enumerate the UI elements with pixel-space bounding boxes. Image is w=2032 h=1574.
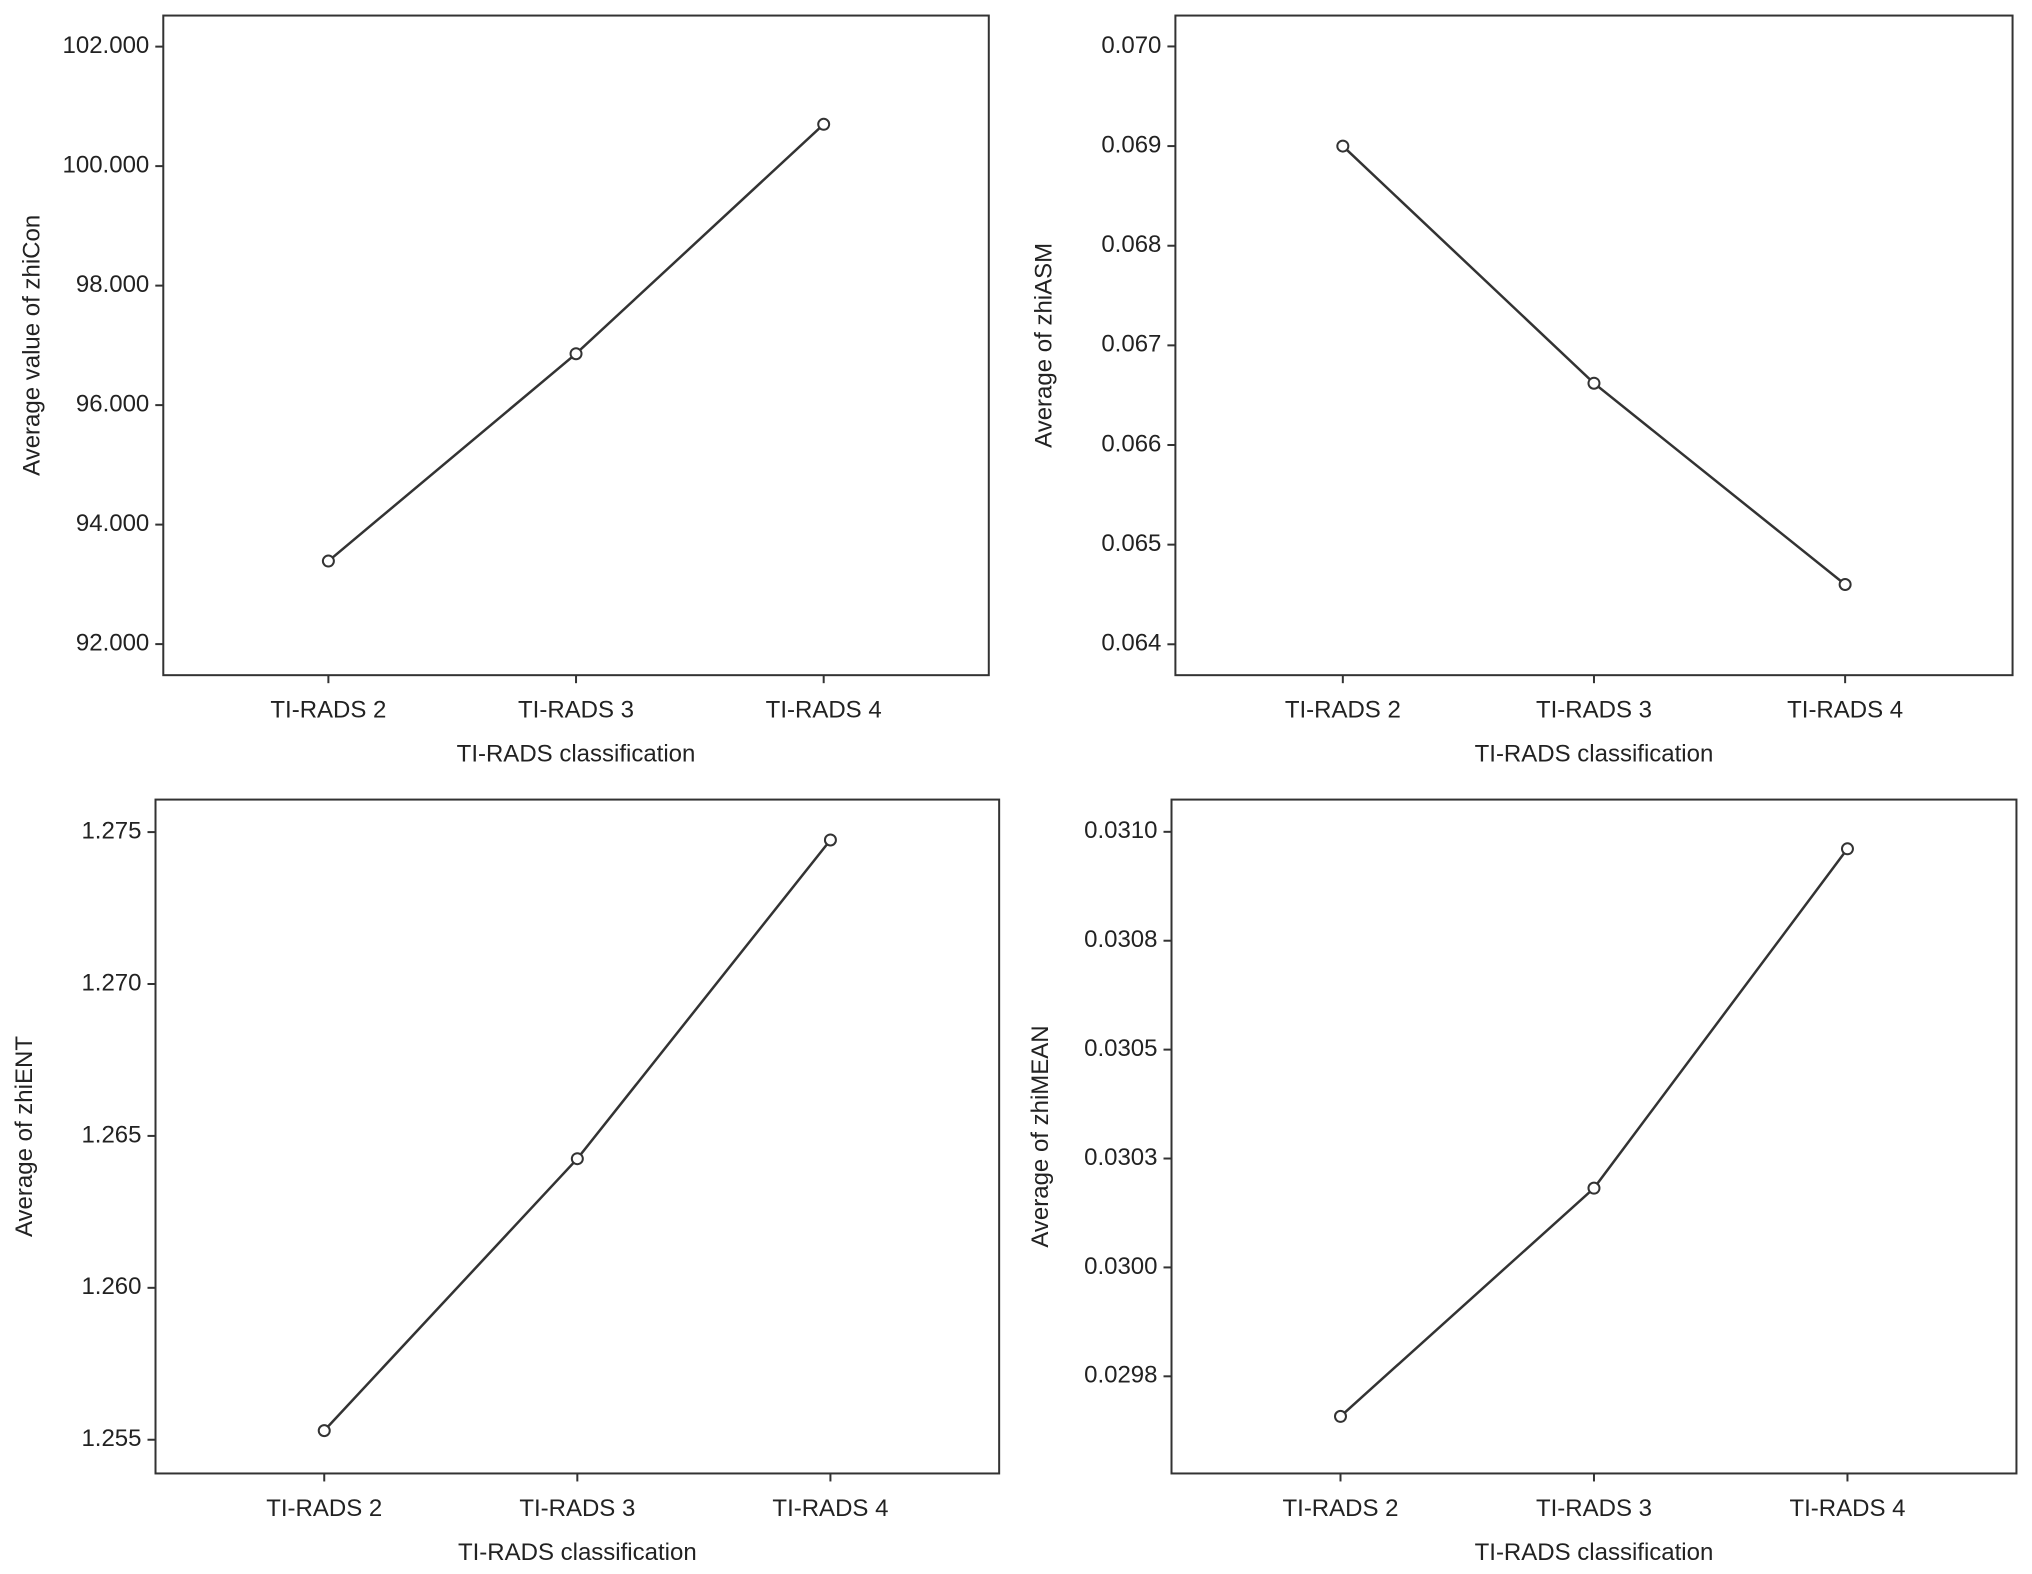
y-tick-label: 0.0303 xyxy=(1084,1144,1157,1171)
y-axis-title: Average of zhiASM xyxy=(1031,243,1058,448)
y-tick-label: 0.0305 xyxy=(1084,1035,1157,1062)
line xyxy=(327,123,825,563)
y-tick-label: 1.275 xyxy=(81,817,141,844)
marker xyxy=(1333,1409,1347,1423)
y-tick-label: 1.255 xyxy=(81,1425,141,1452)
line xyxy=(1341,145,1846,586)
x-tick-label: TI-RADS 2 xyxy=(1285,697,1401,724)
marker xyxy=(317,1424,331,1438)
y-tick-label: 0.069 xyxy=(1101,131,1161,158)
x-axis-title: TI-RADS classification xyxy=(457,741,696,768)
y-axis-title: Average of zhiENT xyxy=(11,1036,38,1237)
y-tick-label: 102.000 xyxy=(63,32,150,59)
x-tick-label: TI-RADS 3 xyxy=(1536,1495,1652,1522)
marker xyxy=(823,833,837,847)
x-tick-label: TI-RADS 3 xyxy=(519,1495,635,1522)
y-tick-label: 92.000 xyxy=(76,629,149,656)
x-tick-label: TI-RADS 2 xyxy=(270,697,386,724)
y-tick-label: 1.270 xyxy=(81,969,141,996)
x-tick-label: TI-RADS 4 xyxy=(766,697,882,724)
y-tick-label: 98.000 xyxy=(76,271,149,298)
marker xyxy=(321,554,335,568)
x-tick-label: TI-RADS 4 xyxy=(772,1495,888,1522)
plot-frame xyxy=(1170,798,2018,1475)
y-tick-label: 0.065 xyxy=(1101,530,1161,557)
marker xyxy=(1587,1181,1601,1195)
marker xyxy=(1336,139,1350,153)
y-tick-label: 0.070 xyxy=(1101,32,1161,59)
y-tick-label: 1.265 xyxy=(81,1121,141,1148)
y-tick-label: 0.0298 xyxy=(1084,1362,1157,1389)
marker xyxy=(1587,376,1601,390)
x-axis-title: TI-RADS classification xyxy=(1475,1539,1714,1566)
x-tick-label: TI-RADS 2 xyxy=(266,1495,382,1522)
x-tick-label: TI-RADS 4 xyxy=(1789,1495,1905,1522)
y-tick-label: 1.260 xyxy=(81,1273,141,1300)
y-tick-label: 0.0300 xyxy=(1084,1253,1157,1280)
y-tick-label: 96.000 xyxy=(76,390,149,417)
y-tick-label: 0.0310 xyxy=(1084,817,1157,844)
x-tick-label: TI-RADS 2 xyxy=(1282,1495,1398,1522)
y-tick-label: 0.068 xyxy=(1101,231,1161,258)
plot-frame xyxy=(162,14,990,677)
x-axis-title: TI-RADS classification xyxy=(1475,741,1714,768)
y-axis-title: Average value of zhiCon xyxy=(19,215,46,476)
x-tick-label: TI-RADS 3 xyxy=(1536,697,1652,724)
line xyxy=(323,839,832,1432)
y-tick-label: 0.066 xyxy=(1101,430,1161,457)
x-tick-label: TI-RADS 3 xyxy=(518,697,634,724)
y-tick-label: 0.0308 xyxy=(1084,926,1157,953)
plot-frame xyxy=(154,798,1001,1475)
y-tick-label: 0.067 xyxy=(1101,331,1161,358)
line xyxy=(1339,848,1849,1418)
marker xyxy=(569,347,583,361)
marker xyxy=(570,1152,584,1166)
plot-frame xyxy=(1174,14,2014,677)
marker xyxy=(817,117,831,131)
marker xyxy=(1840,842,1854,856)
y-axis-title: Average of zhiMEAN xyxy=(1027,1025,1054,1247)
y-tick-label: 94.000 xyxy=(76,510,149,537)
y-tick-label: 100.000 xyxy=(63,151,150,178)
marker xyxy=(1838,578,1852,592)
y-tick-label: 0.064 xyxy=(1101,630,1161,657)
x-tick-label: TI-RADS 4 xyxy=(1787,697,1903,724)
x-axis-title: TI-RADS classification xyxy=(458,1539,697,1566)
